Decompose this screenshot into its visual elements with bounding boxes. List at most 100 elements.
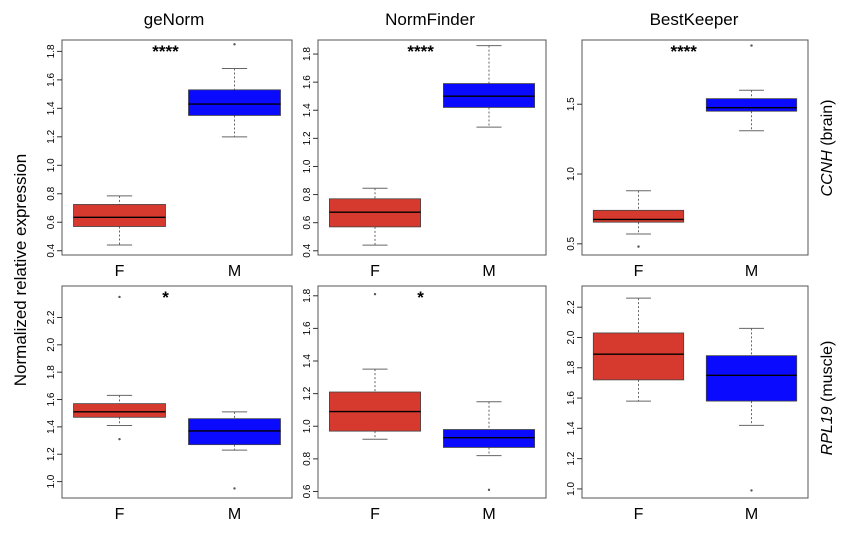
y-tick-label: 0.5	[566, 236, 577, 250]
box-f	[328, 187, 421, 246]
box-f	[592, 190, 685, 248]
y-tick-label: 1.6	[302, 321, 313, 335]
y-tick-label: 1.5	[566, 97, 577, 111]
y-tick-label: 0.8	[302, 451, 313, 465]
y-tick-label: 1.8	[46, 44, 57, 58]
y-tick-label: 0.4	[302, 243, 313, 257]
category-label-m: M	[745, 263, 758, 280]
outlier-point	[637, 245, 640, 248]
y-tick-label: 2.2	[46, 310, 57, 324]
box-m	[705, 327, 798, 492]
outlier-point	[487, 488, 491, 492]
category-label-m: M	[228, 506, 241, 523]
outlier-point	[118, 295, 121, 299]
column-title-genorm: geNorm	[144, 10, 204, 29]
iqr-box	[705, 355, 798, 402]
panel-genorm-ccnh: 0.4 0.6 0.8 1.0 1.2 1.4 1.6 1.8 F M ****	[46, 39, 293, 280]
y-tick-label: 1.0	[46, 474, 57, 488]
y-tick-label: 0.6	[302, 484, 313, 498]
y-tick-label: 2.0	[566, 330, 577, 344]
y-tick-label: 1.8	[302, 288, 313, 302]
y-tick-label: 1.4	[46, 419, 57, 433]
outlier-point	[373, 292, 377, 296]
panel-frame	[61, 285, 293, 499]
outlier-point	[750, 489, 753, 492]
iqr-box	[442, 429, 535, 448]
panel-normfinder-ccnh: 0.4 0.6 0.8 1.0 1.2 1.4 1.6 1.8 F M ****	[302, 39, 547, 280]
y-tick-label: 1.0	[566, 167, 577, 181]
panel-genorm-rpl19: 1.0 1.2 1.4 1.6 1.8 2.0 2.2 F M *	[46, 285, 293, 523]
category-label-f: F	[370, 263, 380, 280]
panel-frame	[581, 39, 809, 256]
panel-grid: 0.4 0.6 0.8 1.0 1.2 1.4 1.6 1.8 F M **** 0.4 0.6 0.8 1…	[46, 39, 809, 523]
column-title-bestkeeper: BestKeeper	[650, 10, 739, 29]
y-tick-label: 0.4	[46, 243, 57, 257]
iqr-box	[73, 403, 166, 418]
box-f	[73, 295, 166, 441]
y-tick-label: 1.6	[302, 75, 313, 89]
y-tick-label: 1.8	[566, 360, 577, 374]
y-tick-label: 1.0	[46, 158, 57, 172]
y-tick-label: 1.0	[566, 482, 577, 496]
category-label-f: F	[370, 506, 380, 523]
box-f	[328, 292, 421, 440]
row-label-brain: CCNH (brain)	[819, 100, 836, 197]
significance-marker: *	[417, 288, 424, 307]
row-label-muscle-gene: RPL19	[819, 406, 836, 455]
box-f	[73, 195, 166, 246]
y-tick-label: 2.2	[566, 300, 577, 314]
iqr-box	[592, 332, 685, 381]
category-label-f: F	[115, 506, 125, 523]
category-label-m: M	[482, 263, 495, 280]
significance-marker: ****	[670, 42, 697, 61]
significance-marker: ****	[152, 42, 179, 61]
category-label-m: M	[228, 263, 241, 280]
outlier-point	[750, 44, 753, 47]
box-f	[592, 297, 685, 402]
y-tick-label: 1.8	[302, 47, 313, 61]
y-tick-label: 1.6	[46, 72, 57, 86]
y-tick-label: 1.2	[566, 451, 577, 465]
panel-bestkeeper-ccnh: 0.5 1.0 1.5 F M ****	[566, 39, 809, 280]
y-tick-label: 1.6	[46, 392, 57, 406]
outlier-point	[118, 437, 121, 441]
y-tick-label: 1.2	[46, 447, 57, 461]
iqr-box	[328, 198, 421, 228]
category-label-m: M	[482, 506, 495, 523]
category-label-f: F	[634, 506, 644, 523]
iqr-box	[705, 98, 798, 112]
row-label-muscle-tissue: (muscle)	[819, 341, 836, 407]
row-label-muscle: RPL19 (muscle)	[819, 341, 836, 456]
y-tick-label: 1.4	[46, 101, 57, 115]
y-tick-label: 0.6	[302, 215, 313, 229]
y-tick-label: 1.2	[46, 129, 57, 143]
y-tick-label: 0.6	[46, 215, 57, 229]
iqr-box	[73, 204, 166, 227]
iqr-box	[188, 89, 281, 116]
y-axis-label: Normalized relative expression	[11, 154, 30, 386]
category-label-f: F	[115, 263, 125, 280]
y-tick-label: 1.4	[302, 103, 313, 117]
iqr-box	[592, 209, 685, 223]
y-tick-label: 0.8	[302, 187, 313, 201]
iqr-box	[442, 83, 535, 108]
column-title-normfinder: NormFinder	[385, 10, 475, 29]
y-tick-label: 1.4	[302, 354, 313, 368]
significance-marker: *	[162, 288, 169, 307]
panel-bestkeeper-rpl19: 1.0 1.2 1.4 1.6 1.8 2.0 2.2 F M	[566, 285, 809, 523]
box-m	[705, 44, 798, 132]
category-label-f: F	[634, 263, 644, 280]
box-m	[188, 43, 281, 138]
box-m	[442, 401, 535, 492]
y-tick-label: 1.8	[46, 365, 57, 379]
panel-normfinder-rpl19: 0.6 0.8 1.0 1.2 1.4 1.6 1.8 F M *	[302, 285, 547, 523]
row-label-brain-gene: CCNH	[819, 150, 836, 197]
row-label-brain-tissue: (brain)	[819, 100, 836, 151]
y-tick-label: 2.0	[46, 337, 57, 351]
significance-marker: ****	[407, 42, 434, 61]
y-tick-label: 1.2	[302, 386, 313, 400]
y-tick-label: 1.2	[302, 131, 313, 145]
outlier-point	[233, 487, 236, 490]
y-tick-label: 1.0	[302, 159, 313, 173]
